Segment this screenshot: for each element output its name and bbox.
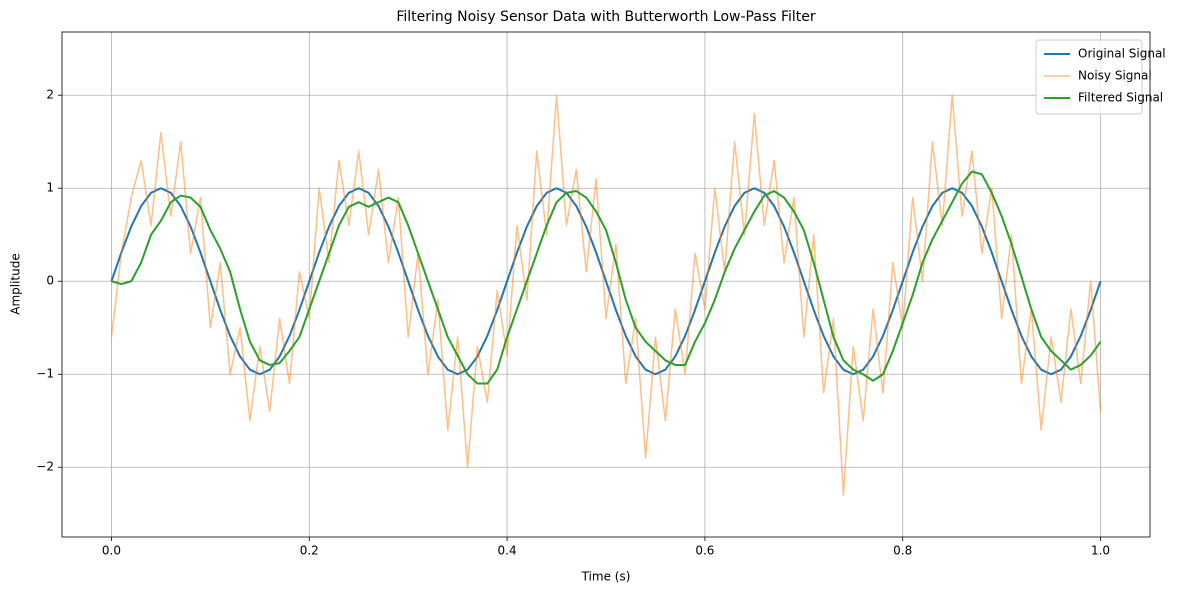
x-tick-label: 0.6 xyxy=(695,544,714,558)
legend-box xyxy=(1035,39,1143,115)
x-tick-label: 0.2 xyxy=(300,544,319,558)
x-tick-label: 0.0 xyxy=(102,544,121,558)
legend-label: Filtered Signal xyxy=(1078,91,1163,105)
series-line xyxy=(111,170,1102,385)
y-tick-label: −1 xyxy=(36,367,54,381)
y-tick-label: −2 xyxy=(36,460,54,474)
series-line xyxy=(110,187,1102,376)
x-tick-label: 0.8 xyxy=(893,544,912,558)
x-tick-label: 1.0 xyxy=(1091,544,1110,558)
plot-frame xyxy=(61,31,1151,538)
x-axis-label: Time (s) xyxy=(581,570,631,584)
legend-label: Noisy Signal xyxy=(1078,69,1152,83)
y-axis-label: Amplitude xyxy=(9,253,23,315)
chart-title: Filtering Noisy Sensor Data with Butterw… xyxy=(396,9,816,25)
y-tick-label: 1 xyxy=(46,181,54,195)
legend-label: Original Signal xyxy=(1078,47,1166,61)
x-tick-label: 0.4 xyxy=(498,544,517,558)
series-line xyxy=(110,94,1102,496)
y-tick-label: 0 xyxy=(46,274,54,288)
y-tick-label: 2 xyxy=(46,88,54,102)
